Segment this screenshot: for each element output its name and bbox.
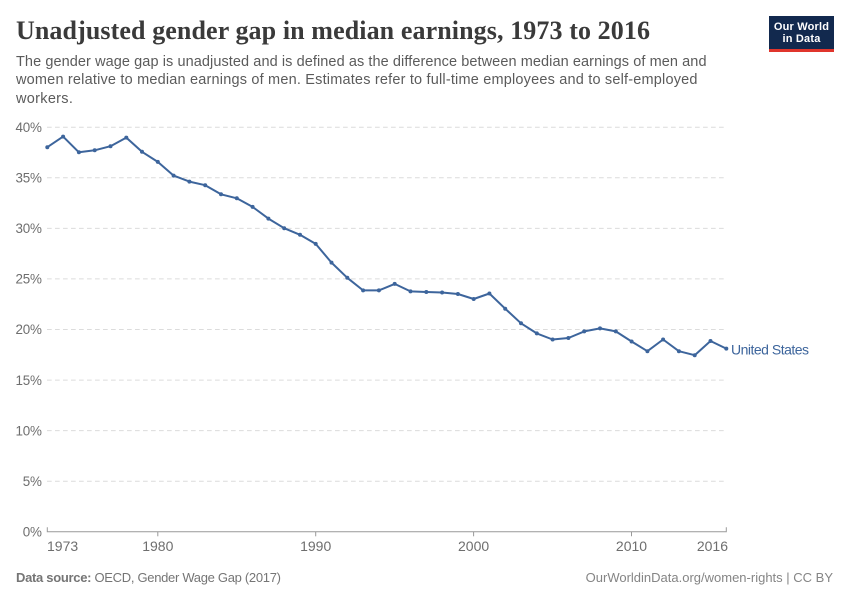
svg-text:2000: 2000: [458, 538, 489, 554]
svg-text:United States: United States: [731, 342, 809, 358]
svg-text:10%: 10%: [15, 423, 41, 438]
svg-text:15%: 15%: [15, 373, 41, 388]
svg-text:5%: 5%: [23, 474, 42, 489]
svg-text:1980: 1980: [142, 538, 173, 554]
svg-text:40%: 40%: [15, 120, 41, 135]
svg-text:20%: 20%: [15, 322, 41, 337]
svg-text:2016: 2016: [697, 538, 728, 554]
svg-text:1973: 1973: [47, 538, 78, 554]
svg-text:1990: 1990: [300, 538, 331, 554]
svg-text:2010: 2010: [616, 538, 647, 554]
svg-text:25%: 25%: [15, 272, 41, 287]
svg-text:30%: 30%: [15, 221, 41, 236]
svg-text:0%: 0%: [23, 525, 42, 540]
svg-text:35%: 35%: [15, 171, 41, 186]
